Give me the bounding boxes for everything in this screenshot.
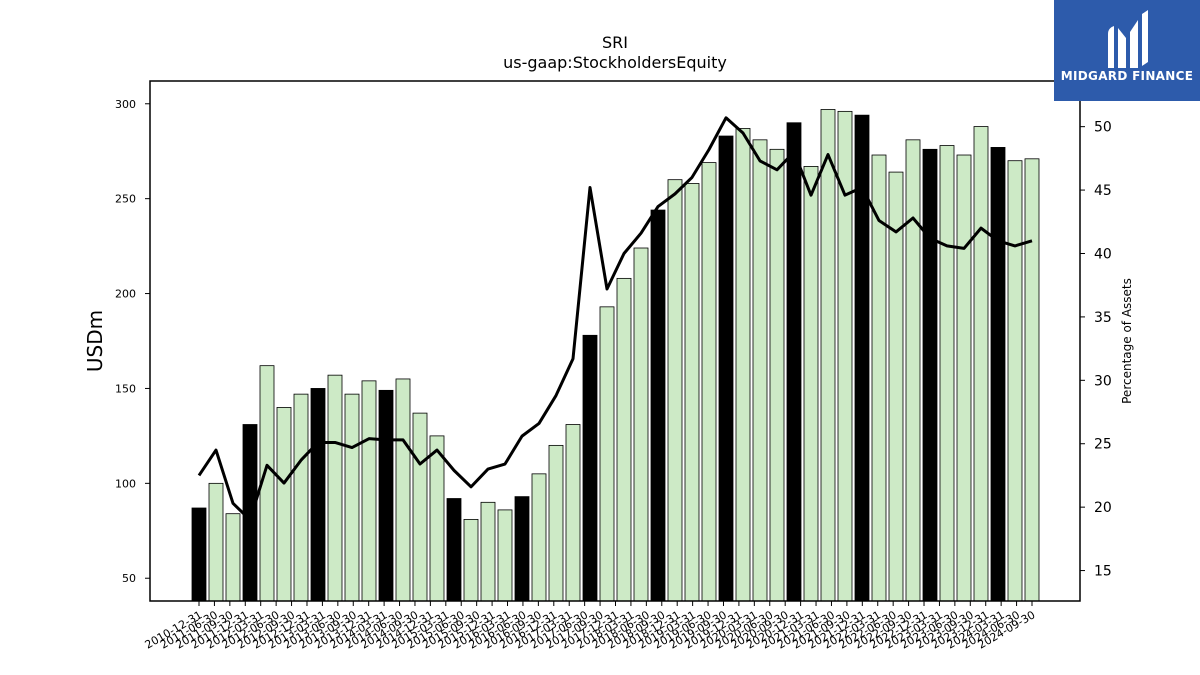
logo-mark-icon: [1108, 10, 1148, 68]
chart-subtitle: us-gaap:StockholdersEquity: [503, 53, 727, 72]
bar: [344, 393, 360, 602]
bar: [582, 334, 598, 602]
y-tick-label: 300: [115, 98, 136, 111]
bar: [446, 498, 462, 602]
bar-series: [191, 109, 1040, 602]
bar: [922, 148, 938, 602]
bar: [803, 166, 819, 602]
bar: [956, 154, 972, 602]
bar: [939, 145, 955, 602]
bar: [650, 209, 666, 602]
y-axis-left: 50 100 150 200 250 300: [115, 98, 150, 585]
y2-tick-label: 25: [1094, 437, 1112, 453]
bar: [973, 126, 989, 602]
bar: [684, 183, 700, 602]
bar: [480, 501, 496, 602]
y2-tick-label: 20: [1094, 500, 1112, 516]
bar: [208, 482, 224, 602]
bar: [327, 374, 343, 602]
bar: [752, 139, 768, 602]
bar: [616, 277, 632, 602]
bar: [1024, 158, 1040, 602]
bar: [225, 513, 241, 602]
bar: [429, 435, 445, 602]
y2-axis-label: Percentage of Assets: [1120, 278, 1134, 404]
y2-tick-label: 45: [1094, 183, 1112, 199]
y-tick-label: 50: [122, 572, 136, 585]
bar: [769, 148, 785, 602]
bar: [565, 424, 581, 602]
x-axis: 2010-12-312011-06-302011-09-302011-12-31…: [143, 601, 1038, 652]
bar: [786, 122, 802, 602]
y2-tick-label: 50: [1094, 120, 1112, 136]
y-tick-label: 150: [115, 382, 136, 395]
y2-tick-label: 15: [1094, 564, 1112, 580]
bar: [1007, 160, 1023, 602]
bar: [990, 147, 1006, 602]
bar: [276, 407, 292, 602]
bar: [514, 496, 530, 602]
bar: [548, 444, 564, 602]
bar: [701, 162, 717, 602]
bar: [463, 518, 479, 602]
bar: [718, 135, 734, 602]
bar: [599, 306, 615, 602]
y2-tick-label: 30: [1094, 373, 1112, 389]
bar: [412, 412, 428, 602]
bar: [497, 509, 513, 602]
bar: [378, 389, 394, 602]
bar: [242, 424, 258, 602]
bar: [361, 380, 377, 602]
y-tick-label: 100: [115, 477, 136, 490]
y-axis-right: 15 20 25 30 35 40 45 50: [1080, 120, 1112, 580]
bar: [735, 128, 751, 602]
brand-logo: MIDGARD FINANCE: [1054, 0, 1200, 101]
y2-tick-label: 40: [1094, 246, 1112, 262]
bar: [820, 109, 836, 602]
percentage-line: [197, 116, 1033, 522]
bar: [531, 473, 547, 602]
y2-tick-label: 35: [1094, 310, 1112, 326]
bar: [633, 247, 649, 602]
logo-text: MIDGARD FINANCE: [1060, 69, 1194, 83]
bar: [667, 179, 683, 602]
bar: [191, 507, 207, 602]
bar: [888, 171, 904, 602]
bar: [395, 378, 411, 602]
bar: [293, 393, 309, 602]
chart-title: SRI: [602, 33, 628, 52]
bar: [310, 388, 326, 602]
y-tick-label: 200: [115, 288, 136, 301]
bar: [905, 139, 921, 602]
y-tick-label: 250: [115, 193, 136, 206]
y-axis-label: USDm: [83, 310, 107, 372]
